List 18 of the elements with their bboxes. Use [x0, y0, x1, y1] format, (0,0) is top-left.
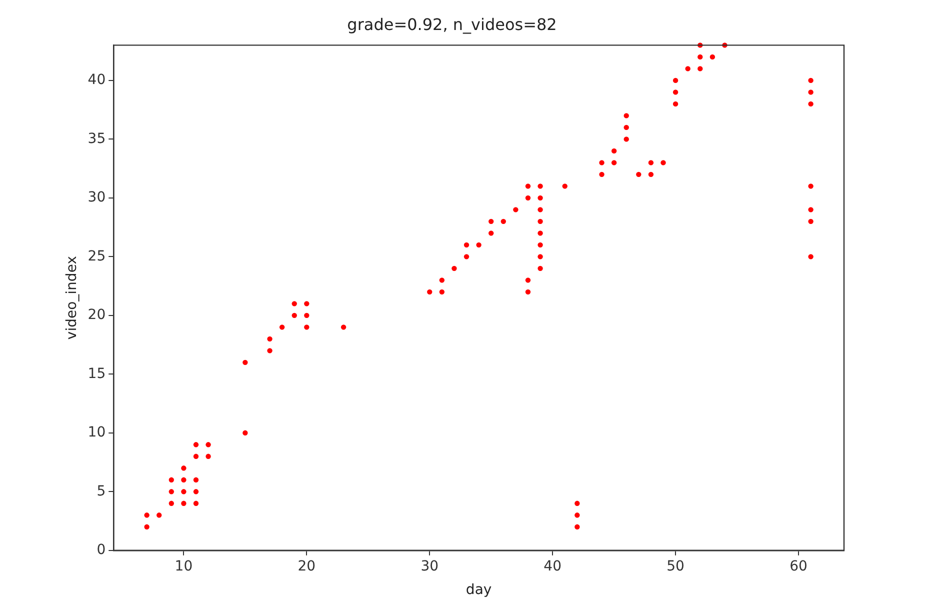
- y-tick-label: 35: [88, 130, 106, 147]
- y-tick-label: 5: [96, 483, 106, 500]
- x-tick-label: 20: [298, 558, 316, 574]
- y-tick-label: 0: [96, 542, 106, 558]
- y-tick-label: 15: [88, 366, 106, 382]
- y-tick-label: 40: [88, 72, 106, 88]
- x-tick-label: 50: [666, 558, 684, 574]
- x-axis-title: day: [466, 582, 492, 598]
- x-tick-label: 30: [420, 558, 439, 574]
- x-tick-label: 10: [174, 558, 193, 574]
- y-tick-label: 25: [88, 248, 106, 264]
- chart-title: grade=0.92, n_videos=82: [347, 14, 557, 34]
- x-tick-label: 60: [790, 558, 808, 574]
- y-tick-label: 10: [88, 424, 106, 441]
- y-tick-label: 20: [88, 307, 106, 324]
- x-tick-label: 40: [544, 558, 562, 574]
- y-tick-label: 30: [88, 190, 106, 206]
- y-axis-title: video_index: [64, 256, 80, 340]
